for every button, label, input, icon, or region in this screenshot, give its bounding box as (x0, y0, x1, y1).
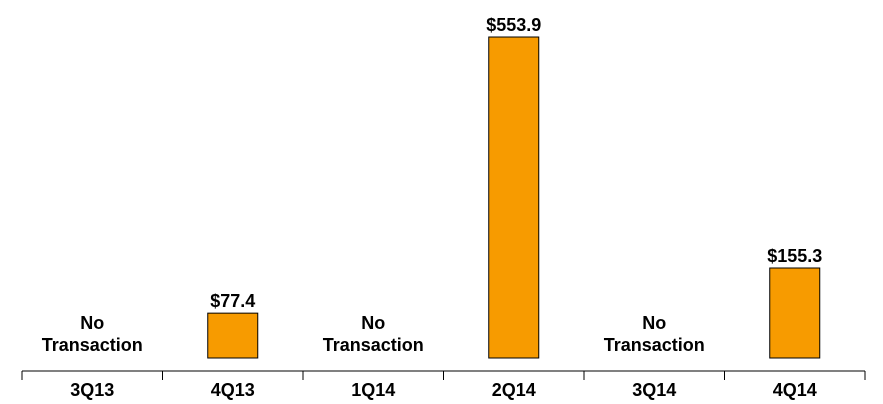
x-tick-label: 3Q13 (70, 380, 115, 400)
value-label: $155.3 (767, 246, 823, 267)
bar (769, 267, 821, 359)
annotation: No Transaction (41, 313, 143, 355)
x-tick-label: 1Q14 (351, 380, 396, 400)
x-tick-label: 2Q14 (491, 380, 536, 400)
bar (488, 36, 540, 359)
x-tick-label: 3Q14 (632, 380, 677, 400)
bar (207, 312, 259, 359)
x-tick-label: 4Q13 (210, 380, 255, 400)
annotation: No Transaction (322, 313, 424, 355)
value-label: $553.9 (486, 15, 542, 36)
x-tick-label: 4Q14 (772, 380, 817, 400)
value-label: $77.4 (210, 291, 256, 312)
annotation: No Transaction (603, 313, 705, 355)
